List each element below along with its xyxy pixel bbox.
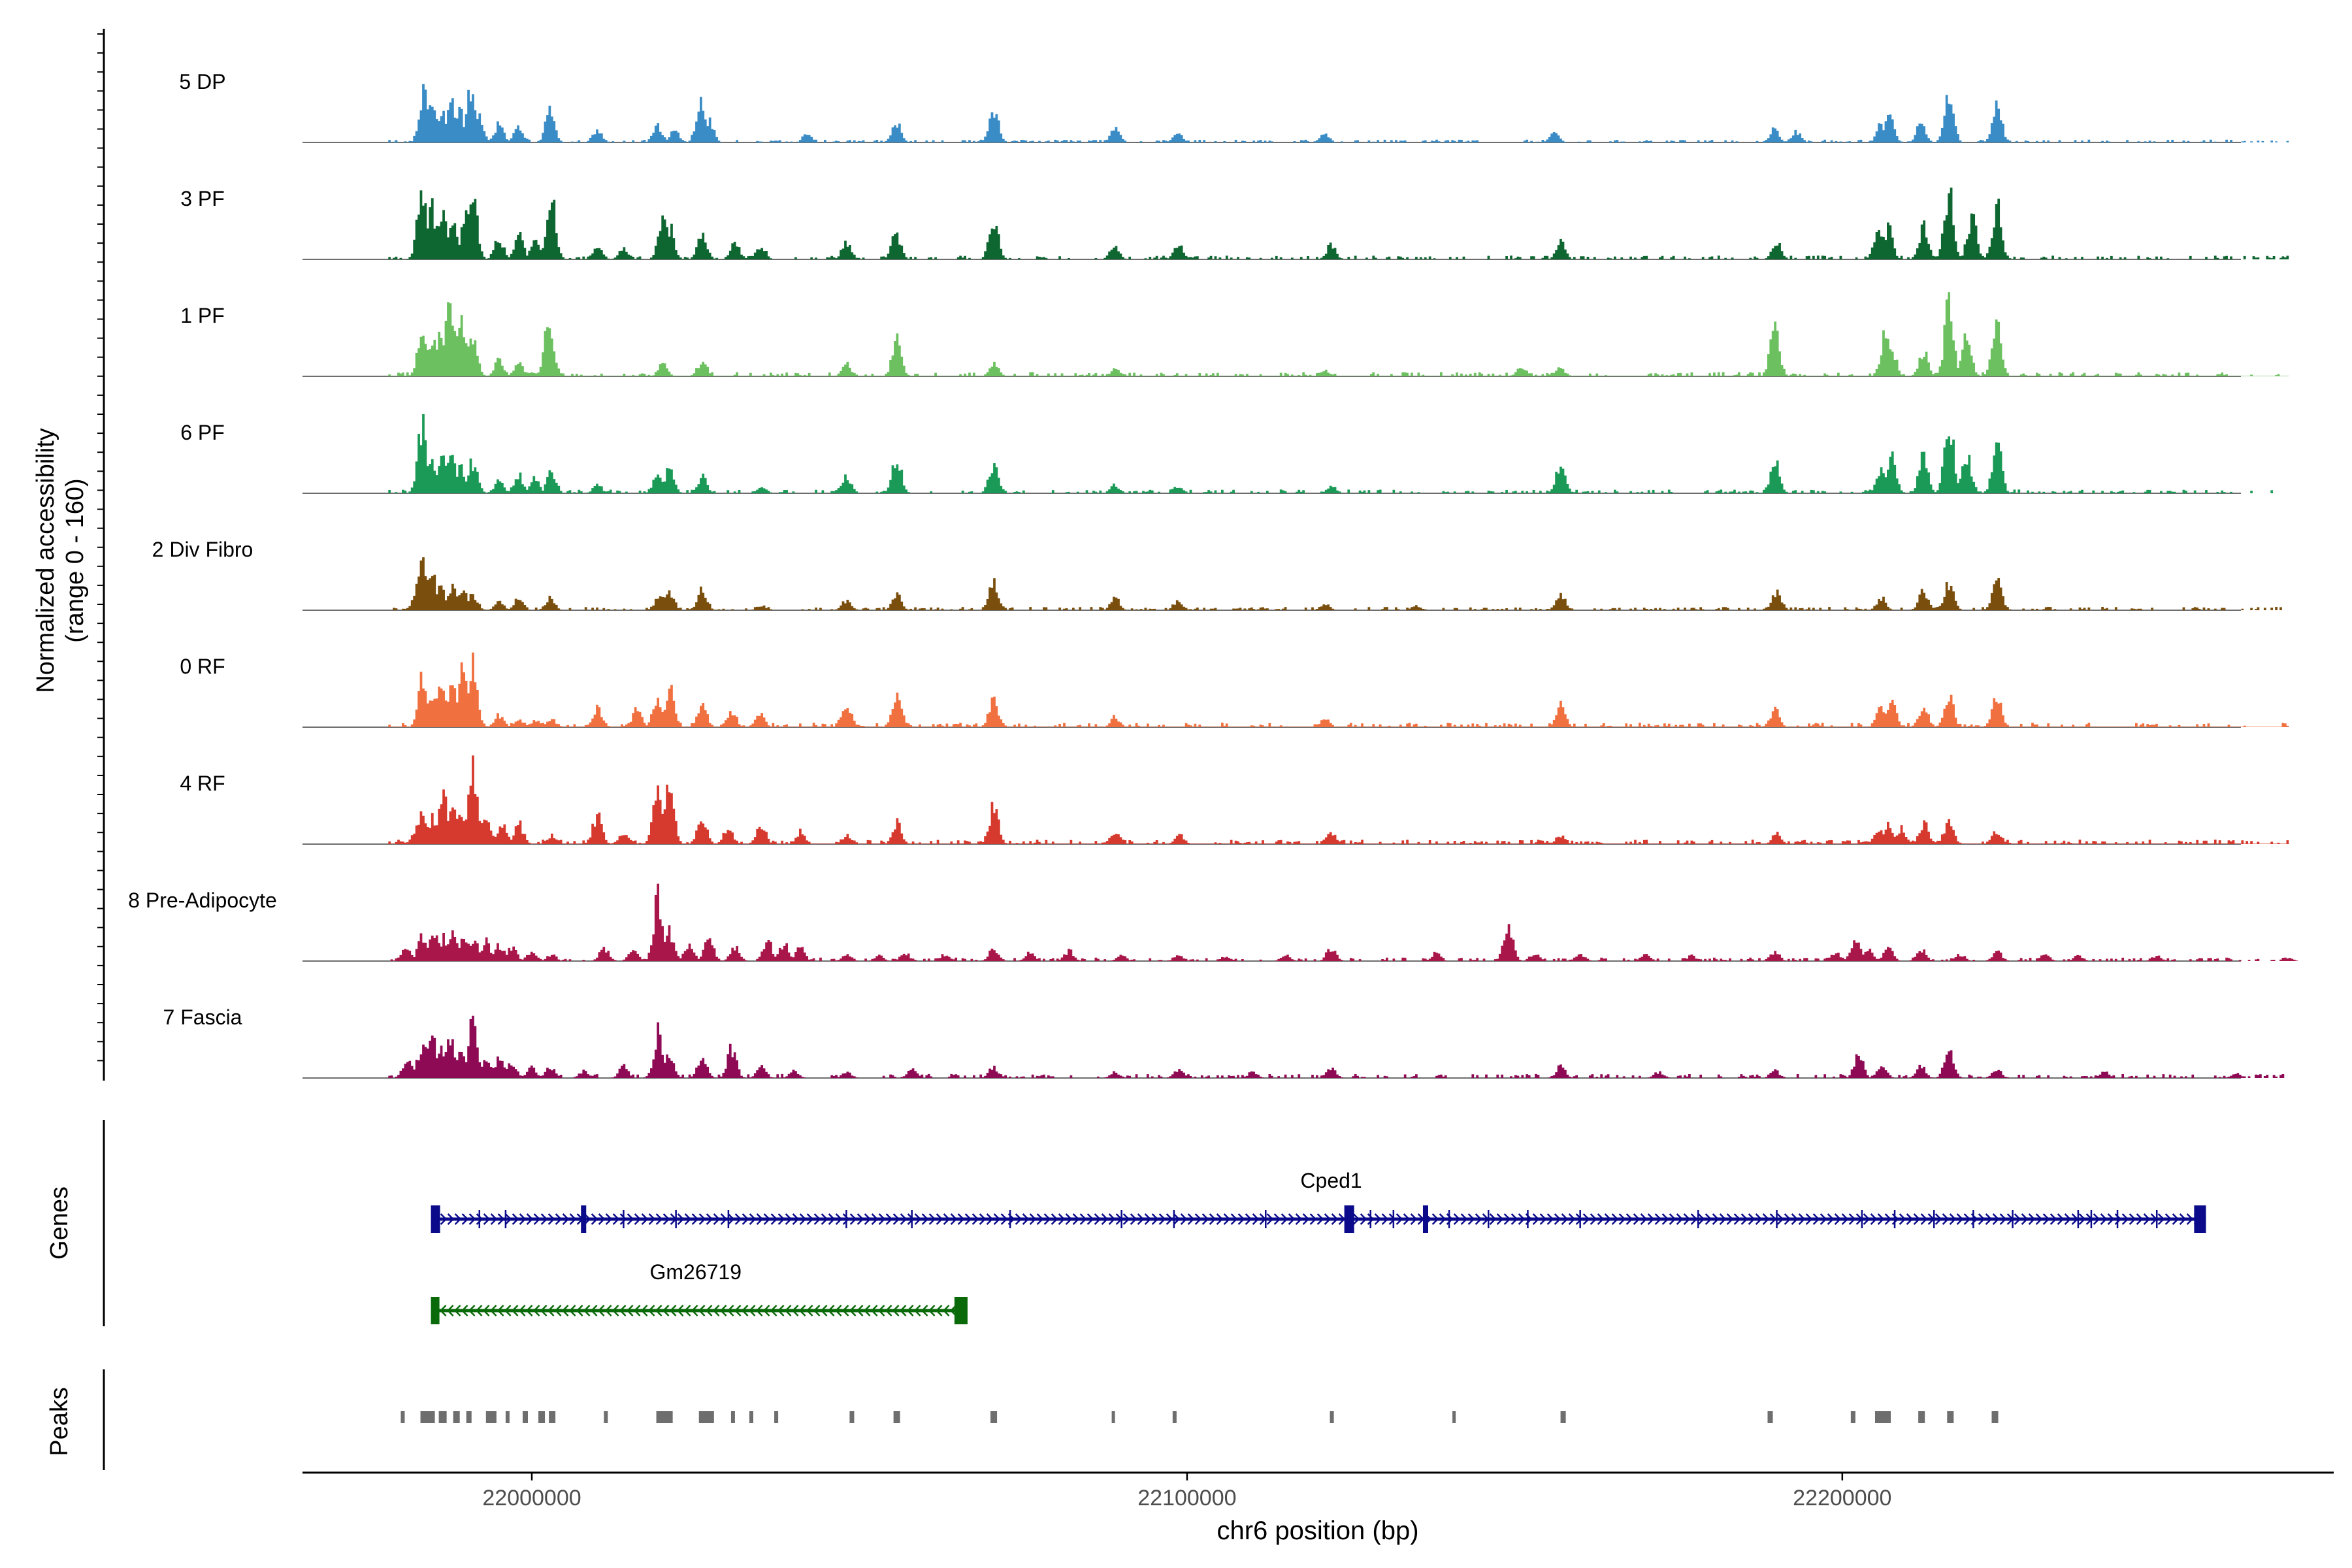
exon	[1344, 1205, 1354, 1233]
genes-panel: Genes Cped1 Gm26719	[46, 1120, 2206, 1326]
peak-region	[1172, 1411, 1177, 1423]
exon	[1422, 1205, 1428, 1233]
gene-models: Cped1 Gm26719	[431, 1169, 2206, 1324]
peak-region	[538, 1411, 546, 1423]
track-label: 1 PF	[180, 304, 225, 327]
coverage-track: 0 RF	[180, 652, 2289, 728]
gene-model: Cped1	[431, 1169, 2206, 1233]
x-axis-title: chr6 position (bp)	[1217, 1516, 1418, 1545]
coverage-area	[388, 414, 2274, 493]
gene-label: Gm26719	[649, 1260, 742, 1284]
track-label: 5 DP	[179, 70, 225, 93]
coverage-area	[388, 188, 2289, 259]
peak-region	[1330, 1411, 1334, 1423]
peak-region	[1850, 1411, 1855, 1423]
peak-region	[656, 1411, 673, 1423]
peak-region	[698, 1411, 714, 1423]
peak-region	[1560, 1411, 1566, 1423]
y-axis-title-line1: Normalized accessibility	[32, 428, 59, 693]
coverage-area	[388, 755, 2289, 844]
x-axis-ticks: 22000000 22100000 22200000	[482, 1473, 1891, 1511]
track-label: 7 Fascia	[163, 1005, 242, 1029]
coverage-track: 6 PF	[180, 414, 2274, 494]
peak-region	[522, 1411, 528, 1423]
peak-region	[774, 1411, 779, 1423]
peak-region	[466, 1411, 472, 1423]
coverage-track: 1 PF	[180, 292, 2289, 377]
peak-region	[453, 1411, 460, 1423]
peak-region	[438, 1411, 447, 1423]
x-tick-label: 22100000	[1137, 1486, 1236, 1511]
coverage-area	[388, 1015, 2285, 1078]
gene-model: Gm26719	[431, 1260, 968, 1324]
peak-region	[1918, 1411, 1925, 1423]
track-label: 6 PF	[180, 421, 225, 444]
coverage-area	[390, 883, 2298, 961]
coverage-track: 4 RF	[180, 755, 2289, 845]
coverage-area	[388, 84, 2289, 142]
coverage-track: 5 DP	[179, 70, 2289, 143]
peak-region	[400, 1411, 405, 1423]
coverage-y-axis	[97, 29, 105, 1081]
peak-region	[604, 1411, 608, 1423]
coverage-tracks: 5 DP 3 PF 1 PF 6 PF 2 Div Fibro 0 RF 4 RF 8 Pre…	[128, 70, 2298, 1079]
coverage-y-ticks	[97, 33, 104, 1062]
exon	[431, 1205, 440, 1233]
peak-region	[1991, 1411, 1999, 1423]
peak-region	[893, 1411, 900, 1423]
exon	[954, 1297, 968, 1324]
peak-region	[1767, 1411, 1773, 1423]
exon	[2194, 1205, 2206, 1233]
coverage-track: 3 PF	[180, 187, 2289, 260]
gene-label: Cped1	[1300, 1169, 1362, 1192]
peak-region	[420, 1411, 435, 1423]
peak-region	[1111, 1411, 1115, 1423]
coverage-track: 2 Div Fibro	[152, 538, 2282, 611]
peak-region	[990, 1411, 998, 1423]
coverage-area	[388, 292, 2289, 376]
peak-regions	[400, 1411, 1999, 1423]
track-label: 4 RF	[180, 772, 225, 795]
peak-region	[485, 1411, 497, 1423]
peak-region	[1874, 1411, 1891, 1423]
track-label: 0 RF	[180, 655, 225, 678]
y-axis-title-line2: (range 0 - 160)	[61, 478, 89, 642]
peak-region	[1947, 1411, 1954, 1423]
peak-region	[549, 1411, 556, 1423]
peak-region	[505, 1411, 510, 1423]
y-axis-title: Normalized accessibility (range 0 - 160)	[32, 428, 89, 693]
peak-region	[730, 1411, 735, 1423]
peak-region	[1452, 1411, 1456, 1423]
x-axis: 22000000 22100000 22200000 chr6 position (…	[302, 1471, 2334, 1545]
peak-region	[849, 1411, 855, 1423]
track-label: 2 Div Fibro	[152, 538, 253, 561]
coverage-track: 7 Fascia	[163, 1005, 2285, 1079]
peaks-panel-label: Peaks	[46, 1387, 73, 1456]
peaks-panel: Peaks	[46, 1369, 1999, 1470]
x-tick-label: 22000000	[482, 1486, 581, 1511]
coverage-area	[388, 652, 2289, 727]
exon	[581, 1205, 587, 1233]
coverage-track: 8 Pre-Adipocyte	[128, 883, 2298, 962]
track-label: 3 PF	[180, 187, 225, 210]
genes-panel-label: Genes	[46, 1186, 73, 1260]
track-label: 8 Pre-Adipocyte	[128, 889, 277, 912]
coverage-area	[393, 557, 2282, 610]
x-tick-label: 22200000	[1793, 1486, 1891, 1511]
peak-region	[749, 1411, 753, 1423]
exon	[431, 1297, 440, 1324]
